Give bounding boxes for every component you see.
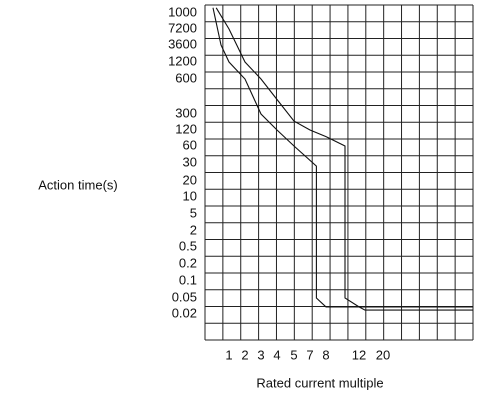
y-tick-label: 0.05 [172, 289, 197, 304]
y-tick-label: 60 [183, 137, 197, 152]
x-tick-label: 3 [257, 347, 264, 362]
x-tick-label: 20 [376, 347, 390, 362]
x-axis-label: Rated current multiple [256, 375, 383, 390]
y-tick-label: 5 [190, 205, 197, 220]
y-tick-label: 1200 [168, 53, 197, 68]
x-tick-label: 12 [352, 347, 366, 362]
y-tick-label: 2 [190, 222, 197, 237]
y-tick-label: 30 [183, 154, 197, 169]
y-tick-label: 3600 [168, 36, 197, 51]
y-tick-label: 300 [175, 105, 197, 120]
x-tick-label: 1 [225, 347, 232, 362]
y-tick-label: 600 [175, 70, 197, 85]
x-tick-label: 5 [290, 347, 297, 362]
y-axis-label: Action time(s) [38, 177, 117, 192]
y-tick-label: 0.2 [179, 255, 197, 270]
y-tick-label: 20 [183, 172, 197, 187]
x-tick-label: 7 [306, 347, 313, 362]
y-tick-label: 120 [175, 121, 197, 136]
x-tick-label: 8 [322, 347, 329, 362]
x-tick-label: 4 [273, 347, 280, 362]
x-tick-label: 2 [241, 347, 248, 362]
curve [215, 7, 473, 311]
y-tick-label: 10 [183, 188, 197, 203]
y-tick-label: 7200 [168, 20, 197, 35]
y-tick-label: 1000 [168, 4, 197, 19]
curve [212, 7, 473, 308]
y-tick-label: 0.5 [179, 238, 197, 253]
y-tick-label: 0.02 [172, 305, 197, 320]
y-tick-label: 0.1 [179, 272, 197, 287]
